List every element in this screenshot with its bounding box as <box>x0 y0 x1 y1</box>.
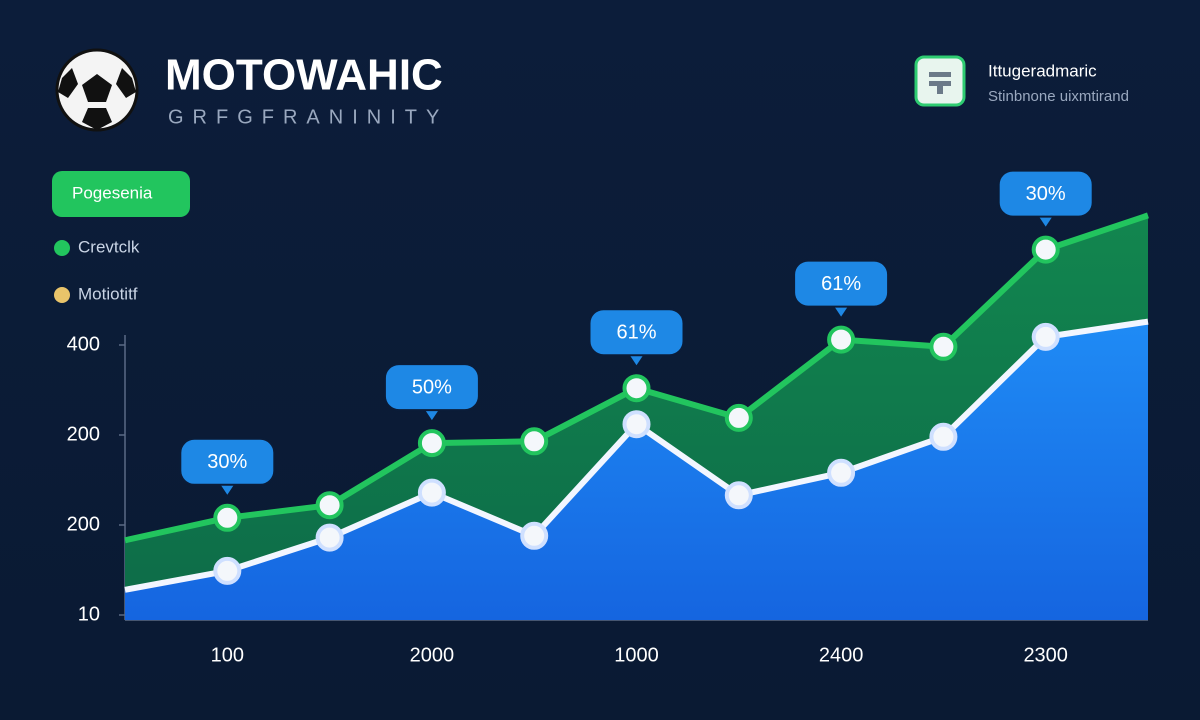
annotation: 61% <box>616 321 656 343</box>
annotation: 30% <box>207 451 247 473</box>
legend-marker <box>54 240 70 256</box>
point <box>827 458 856 487</box>
point <box>929 422 958 451</box>
point <box>1031 322 1060 351</box>
point <box>929 332 958 361</box>
legend: Crevtclk Motiotitf <box>54 237 140 303</box>
y-tick-label: 10 <box>78 603 100 625</box>
legend-pill <box>52 171 190 217</box>
point <box>724 403 753 432</box>
x-tick-label: 100 <box>211 644 244 666</box>
legend-label: Crevtclk <box>78 237 140 256</box>
legend-marker <box>54 287 70 303</box>
point <box>213 503 242 532</box>
title: MOTOWAHIC <box>165 51 443 100</box>
point <box>315 523 344 552</box>
top-right-title: Ittugeradmaric <box>988 61 1097 80</box>
point <box>520 521 549 550</box>
legend-title: Pogesenia <box>72 183 153 202</box>
point <box>622 410 651 439</box>
x-tick-label: 2300 <box>1023 644 1068 666</box>
annotation: 50% <box>412 376 452 398</box>
point <box>417 429 446 458</box>
callout <box>383 363 480 412</box>
point <box>213 556 242 585</box>
point <box>827 325 856 354</box>
callout <box>793 259 890 308</box>
point <box>520 427 549 456</box>
y-tick-label: 200 <box>67 513 100 535</box>
y-tick-label: 400 <box>67 333 100 355</box>
legend-label: Motiotitf <box>78 284 138 303</box>
top-right-subtitle: Stinbnone uixmtirand <box>988 88 1129 105</box>
annotation: 30% <box>1026 183 1066 205</box>
logo <box>55 48 139 132</box>
callout <box>997 169 1094 218</box>
y-tick-label: 200 <box>67 423 100 445</box>
x-tick-label: 1000 <box>614 644 659 666</box>
subtitle: GRFGFRANINITY <box>168 106 448 128</box>
point <box>315 491 344 520</box>
callout <box>588 308 685 357</box>
annotation: 61% <box>821 273 861 295</box>
point <box>1031 235 1060 264</box>
point <box>622 374 651 403</box>
point <box>417 478 446 507</box>
area <box>125 321 1148 620</box>
point <box>724 481 753 510</box>
callout <box>179 437 276 486</box>
top-right-icon <box>914 55 966 107</box>
x-tick-label: 2000 <box>410 644 455 666</box>
x-tick-label: 2400 <box>819 644 864 666</box>
